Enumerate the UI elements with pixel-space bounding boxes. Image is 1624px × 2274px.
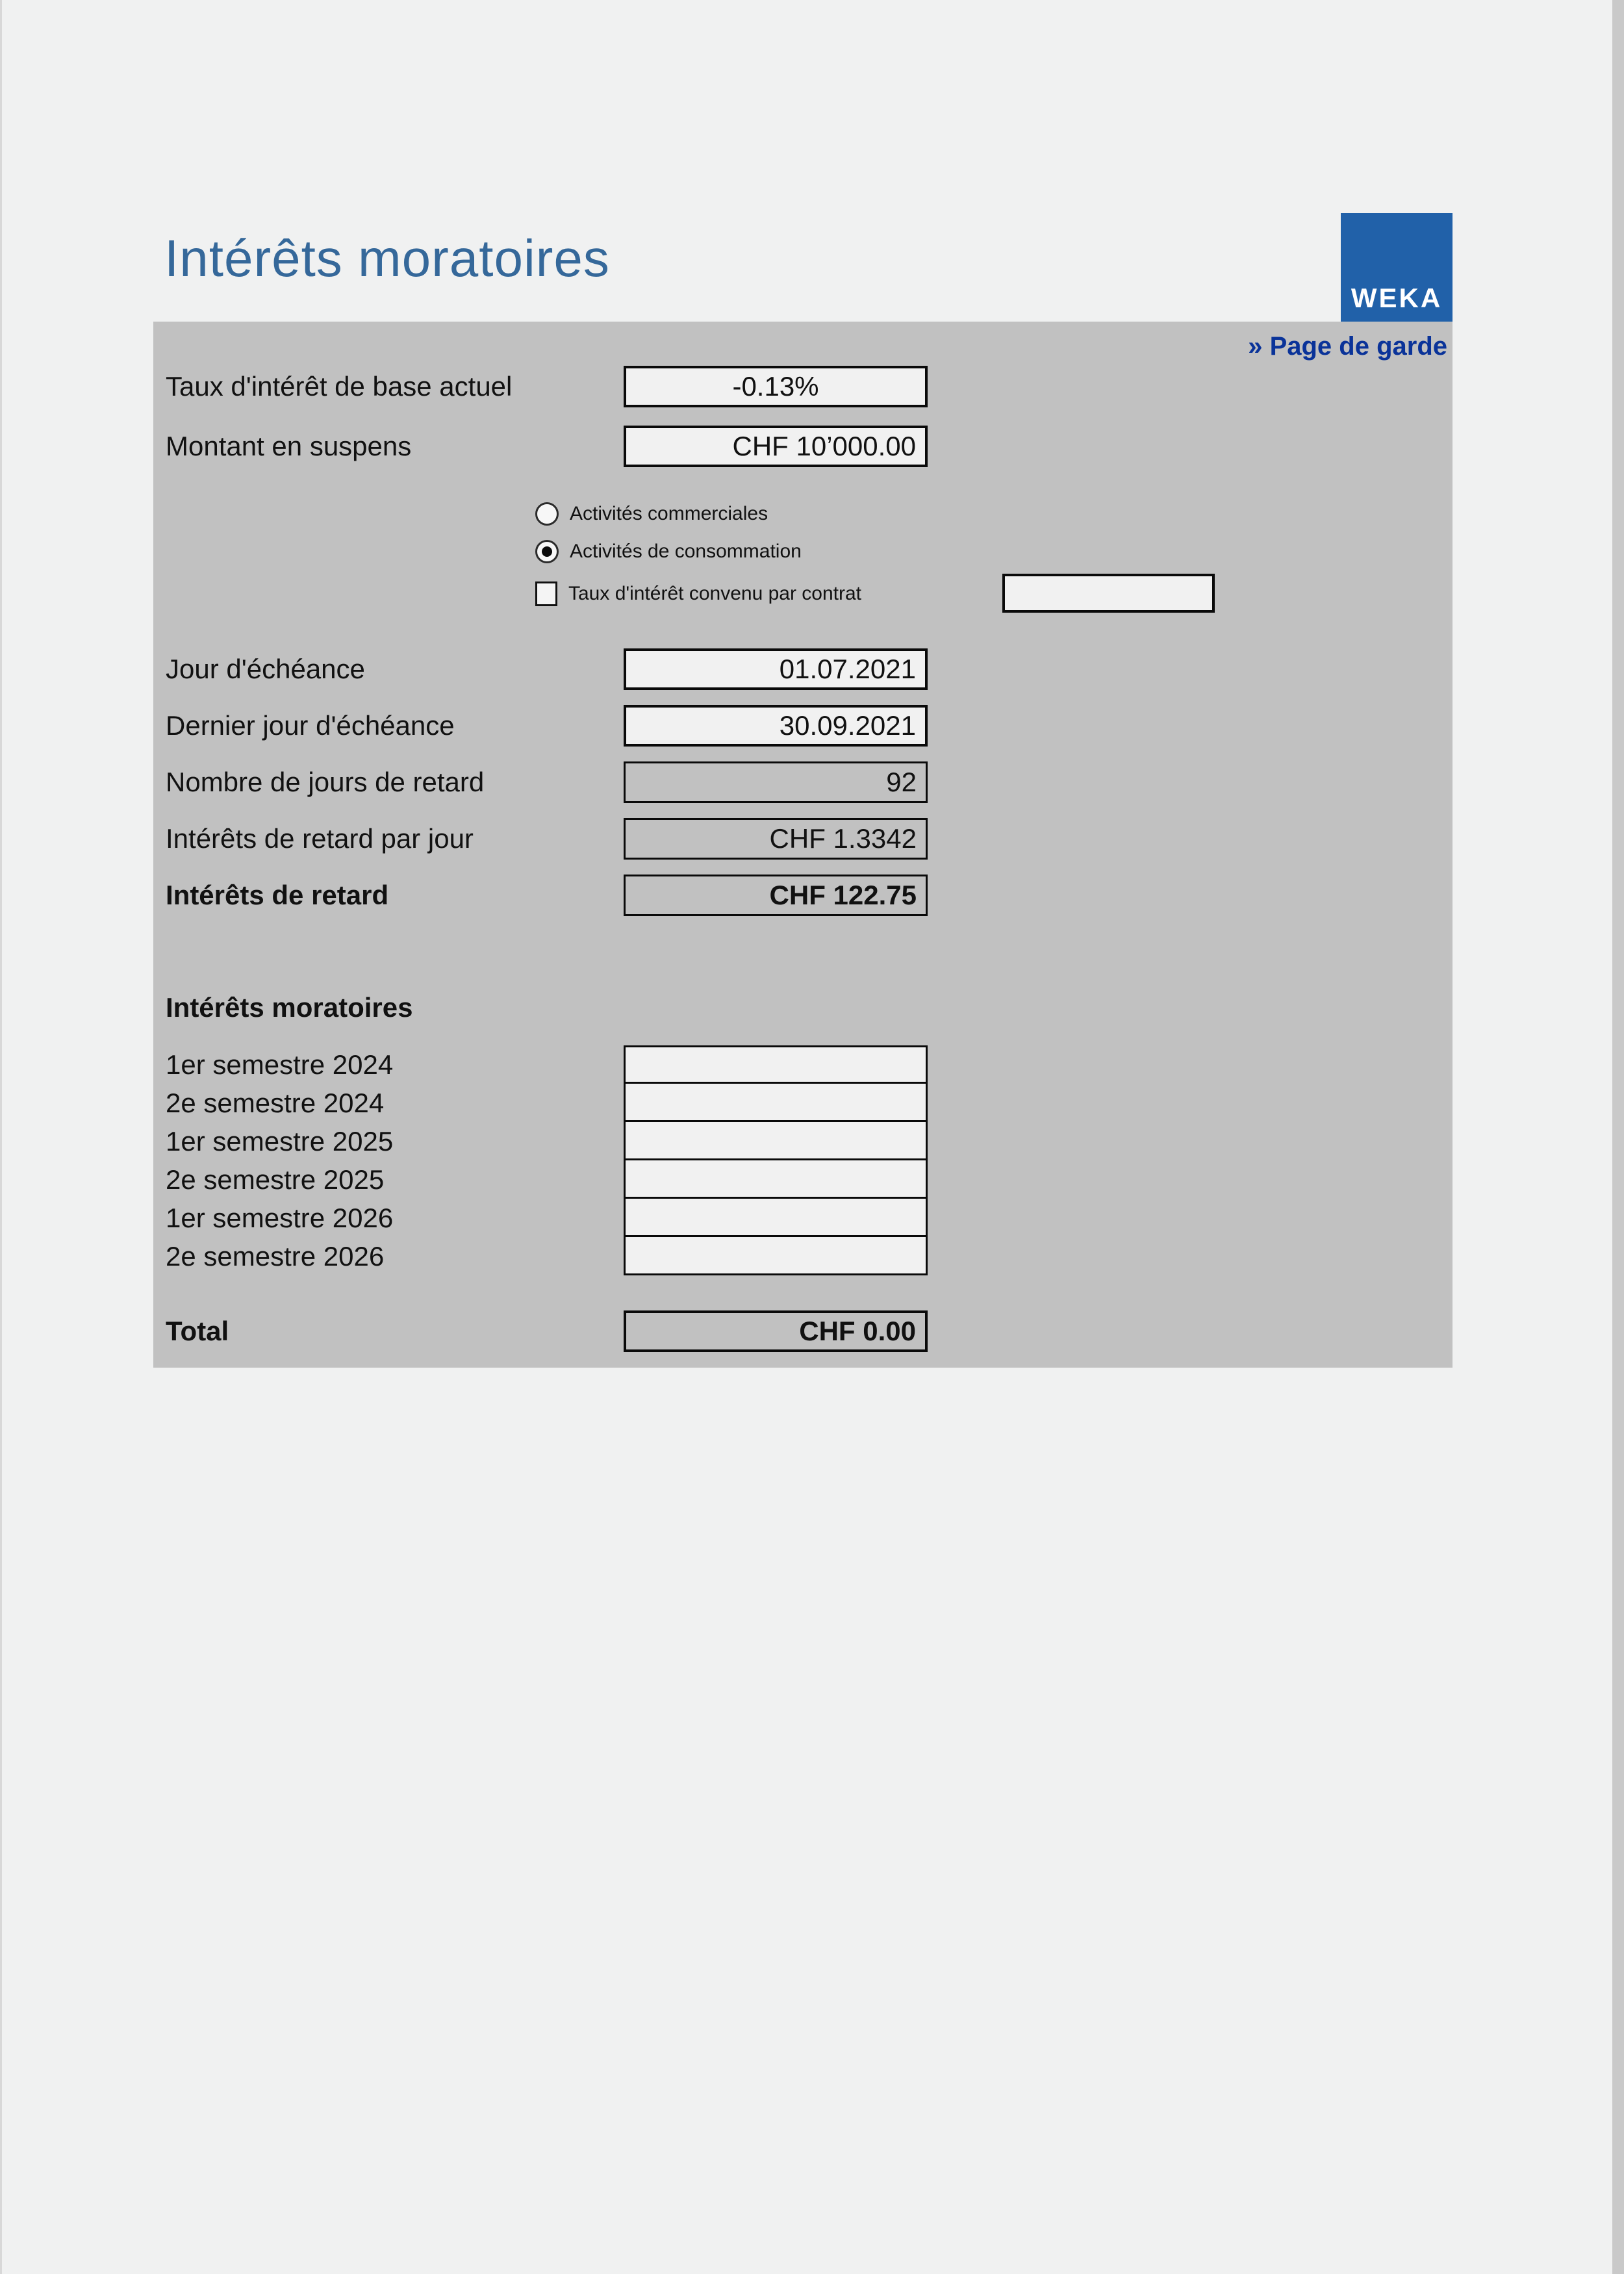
due-date-input[interactable]: 01.07.2021 xyxy=(624,648,928,690)
semester-input[interactable] xyxy=(624,1237,928,1275)
total-value: CHF 0.00 xyxy=(624,1310,928,1352)
semester-input[interactable] xyxy=(624,1084,928,1122)
page-left-edge xyxy=(0,0,2,2274)
last-due-date-label: Dernier jour d'échéance xyxy=(166,710,455,741)
row-base-rate: Taux d'intérêt de base actuel -0.13% xyxy=(153,366,1453,407)
contract-rate-label: Taux d'intérêt convenu par contrat xyxy=(568,583,861,604)
base-rate-input[interactable]: -0.13% xyxy=(624,366,928,407)
radio-commercial-label: Activités commerciales xyxy=(570,503,768,524)
weka-logo: WEKA xyxy=(1341,213,1453,322)
row-interest-per-day: Intérêts de retard par jour CHF 1.3342 xyxy=(153,818,1453,860)
days-overdue-label: Nombre de jours de retard xyxy=(166,767,485,797)
amount-outstanding-label: Montant en suspens xyxy=(166,431,412,461)
semester-input[interactable] xyxy=(624,1160,928,1199)
page-title: Intérêts moratoires xyxy=(164,229,610,287)
row-last-due-date: Dernier jour d'échéance 30.09.2021 xyxy=(153,705,1453,747)
row-days-overdue: Nombre de jours de retard 92 xyxy=(153,761,1453,803)
base-rate-label: Taux d'intérêt de base actuel xyxy=(166,371,513,402)
days-overdue-value: 92 xyxy=(624,761,928,803)
interest-per-day-value: CHF 1.3342 xyxy=(624,818,928,860)
semester-label: 2e semestre 2024 xyxy=(166,1087,385,1118)
contract-rate-checkbox[interactable] xyxy=(535,581,557,606)
interest-overdue-label: Intérêts de retard xyxy=(166,880,389,910)
scrollbar-strip[interactable] xyxy=(1612,0,1624,2274)
semester-inputs xyxy=(624,1045,928,1275)
option-consumer: Activités de consommation xyxy=(535,539,802,565)
radio-consumer[interactable] xyxy=(535,540,559,563)
due-date-label: Jour d'échéance xyxy=(166,654,365,684)
row-due-date: Jour d'échéance 01.07.2021 xyxy=(153,648,1453,690)
row-amount-outstanding: Montant en suspens CHF 10’000.00 xyxy=(153,426,1453,467)
semester-input[interactable] xyxy=(624,1199,928,1237)
amount-outstanding-input[interactable]: CHF 10’000.00 xyxy=(624,426,928,467)
option-commercial: Activités commerciales xyxy=(535,501,768,527)
last-due-date-input[interactable]: 30.09.2021 xyxy=(624,705,928,747)
semester-label: 2e semestre 2026 xyxy=(166,1240,385,1271)
form-panel: » Page de garde Taux d'intérêt de base a… xyxy=(153,322,1453,1368)
radio-dot xyxy=(542,546,552,557)
interest-per-day-label: Intérêts de retard par jour xyxy=(166,823,474,854)
semester-input[interactable] xyxy=(624,1122,928,1160)
interest-overdue-value: CHF 122.75 xyxy=(624,875,928,916)
semester-label: 1er semestre 2026 xyxy=(166,1202,394,1233)
weka-logo-text: WEKA xyxy=(1351,283,1443,313)
semester-label: 2e semestre 2025 xyxy=(166,1164,385,1195)
semester-label: 1er semestre 2024 xyxy=(166,1049,394,1080)
moratoires-heading: Intérêts moratoires xyxy=(166,992,413,1023)
row-total: Total CHF 0.00 xyxy=(153,1310,1453,1352)
semester-label: 1er semestre 2025 xyxy=(166,1125,394,1156)
page-de-garde-link[interactable]: » Page de garde xyxy=(1248,332,1447,361)
semester-labels: 1er semestre 2024 2e semestre 2024 1er s… xyxy=(166,1045,393,1275)
row-interest-overdue: Intérêts de retard CHF 122.75 xyxy=(153,875,1453,916)
total-label: Total xyxy=(166,1316,229,1346)
option-contract-rate: Taux d'intérêt convenu par contrat xyxy=(535,581,861,607)
semester-input[interactable] xyxy=(624,1045,928,1084)
contract-rate-input[interactable] xyxy=(1002,574,1215,613)
radio-commercial[interactable] xyxy=(535,502,559,526)
radio-consumer-label: Activités de consommation xyxy=(570,541,802,562)
